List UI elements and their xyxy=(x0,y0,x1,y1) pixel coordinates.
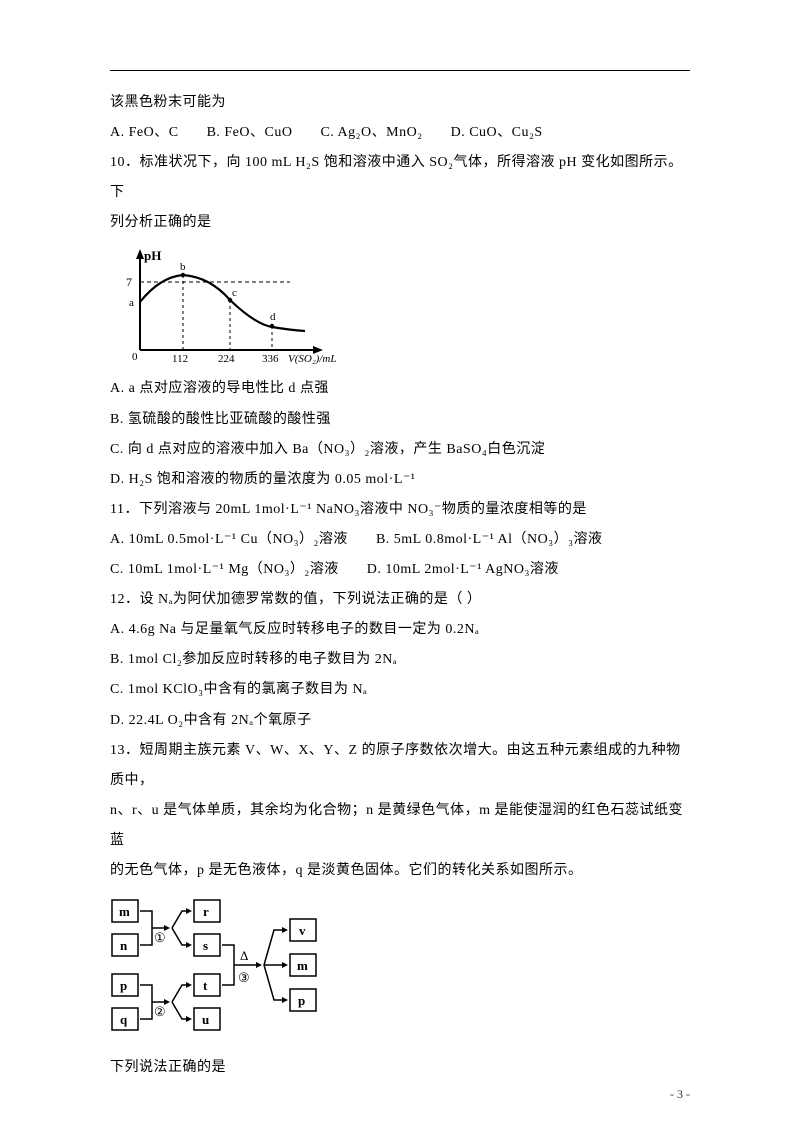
box-p2: p xyxy=(298,993,305,1008)
box-m: m xyxy=(119,904,130,919)
box-u: u xyxy=(202,1012,209,1027)
q13-text-1: 13．短周期主族元素 V、W、X、Y、Z 的原子序数依次增大。由这五种元素组成的… xyxy=(110,736,690,796)
page-number: - 3 - xyxy=(670,1087,690,1102)
box-n: n xyxy=(120,938,128,953)
q11-options-row2: C. 10mL 1mol·L⁻¹ Mg（NO₃）₂溶液 D. 10mL 2mol… xyxy=(110,555,690,585)
q10-option-a: A. a 点对应溶液的导电性比 d 点强 xyxy=(110,374,690,404)
point-b-label: b xyxy=(180,261,186,273)
box-s: s xyxy=(203,938,208,953)
option-c: C. Ag₂O、MnO₂ xyxy=(320,118,422,148)
q11-option-b: B. 5mL 0.8mol·L⁻¹ Al（NO₃）₃溶液 xyxy=(376,525,603,555)
q10-text-2: 列分析正确的是 xyxy=(110,208,690,238)
delta-label: Δ xyxy=(240,948,248,963)
box-t: t xyxy=(203,978,208,993)
circle-2: ② xyxy=(154,1004,166,1019)
q10-option-c: C. 向 d 点对应的溶液中加入 Ba（NO₃）₂溶液，产生 BaSO₄白色沉淀 xyxy=(110,435,690,465)
q11-option-a: A. 10mL 0.5mol·L⁻¹ Cu（NO₃）₂溶液 xyxy=(110,525,348,555)
q11-option-d: D. 10mL 2mol·L⁻¹ AgNO₃溶液 xyxy=(367,555,559,585)
text-line: 该黑色粉末可能为 xyxy=(110,88,690,118)
q9-options: A. FeO、C B. FeO、CuO C. Ag₂O、MnO₂ D. CuO、… xyxy=(110,118,690,148)
xtick-336: 336 xyxy=(262,353,279,365)
xtick-112: 112 xyxy=(172,353,188,365)
ytick-7: 7 xyxy=(126,275,132,289)
x-axis-label: V(SO₂)/mL xyxy=(288,353,336,365)
option-a: A. FeO、C xyxy=(110,118,179,148)
point-d-label: d xyxy=(270,311,276,323)
box-p: p xyxy=(120,978,127,993)
q13-text-2: n、r、u 是气体单质，其余均为化合物；n 是黄绿色气体，m 是能使湿润的红色石… xyxy=(110,796,690,856)
circle-3: ③ xyxy=(238,970,250,985)
q12-option-c: C. 1mol KClO₃中含有的氯离子数目为 Nₐ xyxy=(110,675,690,705)
q10-text-1: 10．标准状况下，向 100 mL H₂S 饱和溶液中通入 SO₂气体，所得溶液… xyxy=(110,148,690,208)
ph-curve-diagram: pH 7 a b c d 0 112 224 336 xyxy=(110,242,340,370)
q13-text-3: 的无色气体，p 是无色液体，q 是淡黄色固体。它们的转化关系如图所示。 xyxy=(110,856,690,886)
q13-end: 下列说法正确的是 xyxy=(110,1053,690,1083)
option-b: B. FeO、CuO xyxy=(207,118,293,148)
option-d: D. CuO、Cu₂S xyxy=(451,118,543,148)
box-v: v xyxy=(299,923,306,938)
q10-option-d: D. H₂S 饱和溶液的物质的量浓度为 0.05 mol·L⁻¹ xyxy=(110,465,690,495)
q12-text: 12．设 Nₐ为阿伏加德罗常数的值，下列说法正确的是（ ） xyxy=(110,585,690,615)
y-axis-label: pH xyxy=(144,248,161,263)
origin-label: 0 xyxy=(132,351,138,363)
q12-option-b: B. 1mol Cl₂参加反应时转移的电子数目为 2Nₐ xyxy=(110,645,690,675)
q12-option-a: A. 4.6g Na 与足量氧气反应时转移电子的数目一定为 0.2Nₐ xyxy=(110,615,690,645)
q12-option-d: D. 22.4L O₂中含有 2Nₐ个氧原子 xyxy=(110,706,690,736)
point-c-label: c xyxy=(232,287,237,299)
box-r: r xyxy=(203,904,209,919)
page-content: 该黑色粉末可能为 A. FeO、C B. FeO、CuO C. Ag₂O、MnO… xyxy=(0,0,800,1143)
q11-option-c: C. 10mL 1mol·L⁻¹ Mg（NO₃）₂溶液 xyxy=(110,555,339,585)
q11-options-row1: A. 10mL 0.5mol·L⁻¹ Cu（NO₃）₂溶液 B. 5mL 0.8… xyxy=(110,525,690,555)
q11-text: 11．下列溶液与 20mL 1mol·L⁻¹ NaNO₃溶液中 NO₃⁻物质的量… xyxy=(110,495,690,525)
xtick-224: 224 xyxy=(218,353,235,365)
box-q: q xyxy=(120,1012,128,1027)
box-m2: m xyxy=(297,958,308,973)
q10-option-b: B. 氢硫酸的酸性比亚硫酸的酸性强 xyxy=(110,405,690,435)
point-a-label: a xyxy=(129,297,134,309)
transformation-diagram: m n p q ① ② r s xyxy=(110,892,380,1047)
circle-1: ① xyxy=(154,930,166,945)
